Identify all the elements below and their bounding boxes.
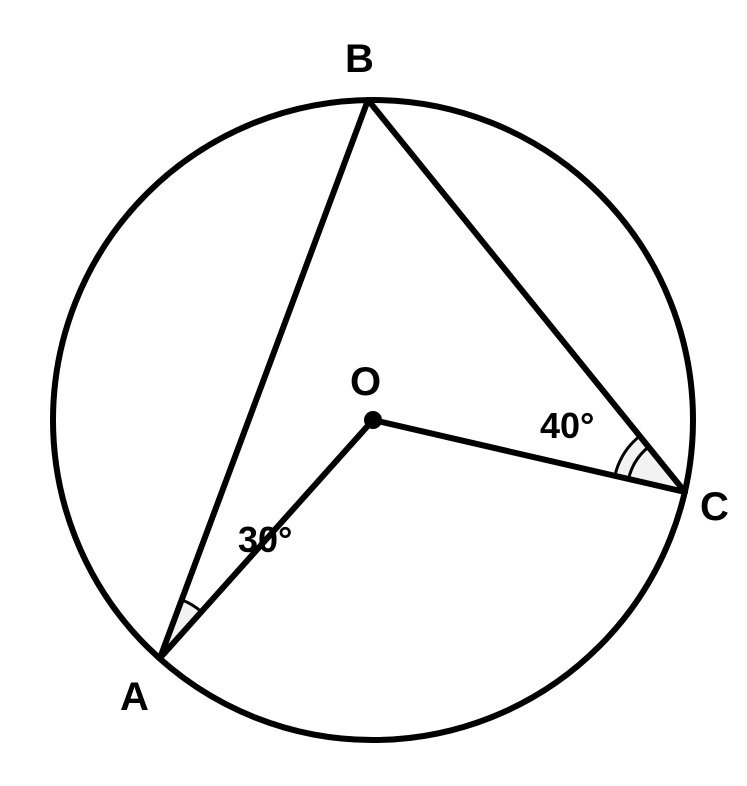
angle-a-label: 30° [238, 519, 292, 560]
label-c: C [700, 485, 729, 529]
label-b: B [345, 37, 374, 81]
segment-ab [160, 100, 368, 658]
segment-bc [368, 100, 685, 492]
label-a: A [120, 675, 149, 719]
angle-c-label: 40° [540, 405, 594, 446]
label-o: O [350, 360, 381, 404]
center-point [364, 411, 382, 429]
